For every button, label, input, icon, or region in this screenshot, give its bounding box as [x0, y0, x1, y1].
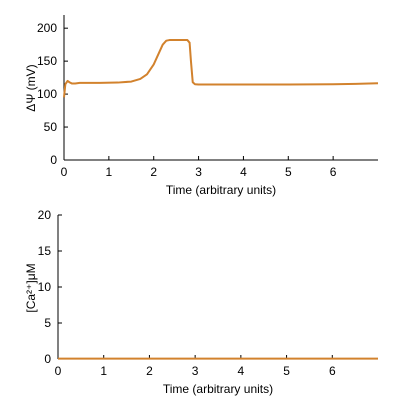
chart1-series-line	[64, 40, 378, 97]
chart1-ticks: 0 1 2 3 4 5 6 0 50 100 150 200	[37, 21, 337, 179]
chart2-y-tick-label: 0	[44, 352, 51, 366]
chart2-x-tick-label: 4	[238, 364, 245, 378]
chart2-y-tick-label: 5	[44, 316, 51, 330]
chart2-x-tick-label: 5	[283, 364, 290, 378]
chart1-x-tick-label: 6	[330, 165, 337, 179]
chart1-x-tick-label: 1	[106, 165, 113, 179]
calcium-chart: 0 1 2 3 4 5 6 0 5 10 15 20 Time (arbitrary units) […	[24, 208, 378, 396]
chart1-y-label: ΔΨ (mV)	[24, 64, 38, 111]
chart1-x-tick-label: 2	[150, 165, 157, 179]
membrane-potential-chart: 0 1 2 3 4 5 6 0 50 100 150 200 Time (arbitrary unit…	[24, 15, 378, 197]
chart1-x-tick-label: 3	[195, 165, 202, 179]
chart1-series	[64, 40, 378, 97]
chart2-x-tick-label: 6	[329, 364, 336, 378]
chart2-ticks: 0 1 2 3 4 5 6 0 5 10 15 20	[38, 208, 336, 378]
chart1-x-tick-label: 4	[240, 165, 247, 179]
chart2-x-tick-label: 3	[192, 364, 199, 378]
chart1-y-tick-label: 100	[37, 87, 57, 101]
chart2-x-tick-label: 0	[55, 364, 62, 378]
chart2-y-tick-label: 10	[38, 280, 52, 294]
chart1-y-tick-label: 200	[37, 21, 57, 35]
chart2-y-label: [Ca²⁺]μM	[24, 263, 38, 312]
chart2-y-tick-label: 15	[38, 244, 52, 258]
chart1-y-tick-label: 150	[37, 54, 57, 68]
chart1-x-label: Time (arbitrary units)	[166, 183, 276, 197]
chart1-y-tick-label: 0	[50, 153, 57, 167]
chart2-x-tick-label: 1	[100, 364, 107, 378]
chart2-x-tick-label: 2	[146, 364, 153, 378]
chart1-y-tick-label: 50	[44, 120, 58, 134]
chart2-x-label: Time (arbitrary units)	[163, 382, 273, 396]
chart2-y-tick-label: 20	[38, 208, 52, 222]
chart1-x-tick-label: 0	[61, 165, 68, 179]
chart1-x-tick-label: 5	[285, 165, 292, 179]
